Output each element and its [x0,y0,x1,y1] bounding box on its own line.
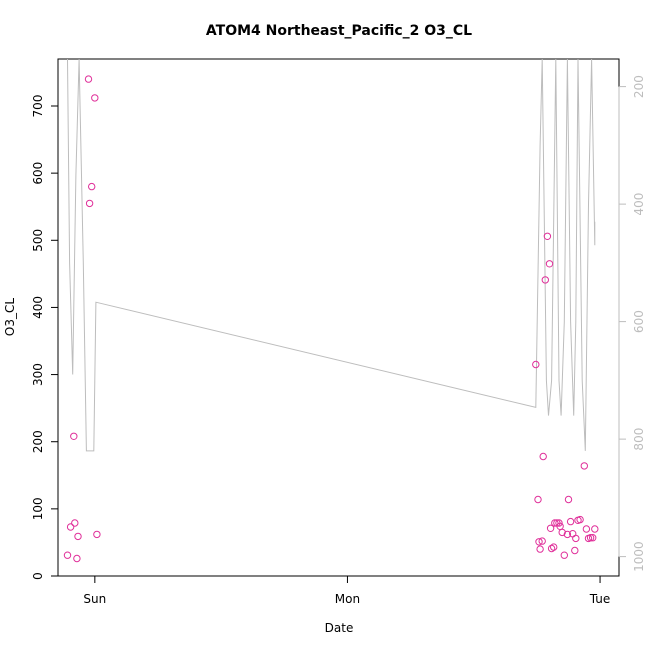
y-tick-label-600: 600 [31,162,45,185]
data-point-36 [576,515,584,524]
y-axis-title: O3_CL [3,298,17,336]
right-tick-label-400: 400 [632,193,646,216]
data-point-41 [589,534,597,542]
data-point-38 [582,525,591,533]
data-point-15 [538,537,546,545]
data-point-14 [536,545,544,553]
right-tick-label-200: 200 [632,75,646,98]
y-tick-label-300: 300 [31,363,45,386]
right-tick-label-600: 600 [632,310,646,333]
data-point-4 [73,554,81,563]
chart-title: ATOM4 Northeast_Pacific_2 O3_CL [206,23,472,39]
data-point-12 [534,495,542,504]
y-tick-label-500: 500 [31,229,45,252]
data-point-17 [541,276,549,284]
grey-line-path [67,59,596,452]
data-point-28 [560,551,568,559]
data-point-25 [555,519,563,527]
data-point-37 [580,462,588,470]
data-point-19 [545,260,554,268]
data-point-3 [71,519,79,527]
data-point-7 [85,199,94,208]
data-point-11 [532,360,540,369]
data-point-42 [591,525,599,533]
data-point-31 [566,517,575,526]
data-point-30 [564,495,573,504]
data-point-27 [558,528,566,537]
data-point-0 [63,551,72,559]
data-point-10 [93,530,101,539]
y-tick-label-400: 400 [31,296,45,319]
x-axis: Sun Mon Tue [83,575,611,606]
y-tick-label-700: 700 [31,95,45,118]
right-tick-label-1000: 1000 [632,541,646,572]
x-tick-label-tue: Tue [589,592,611,606]
data-point-8 [88,182,96,191]
data-point-20 [546,524,555,532]
data-point-16 [539,452,547,461]
y-tick-label-200: 200 [31,430,45,453]
x-tick-label-mon: Mon [335,592,360,606]
data-point-13 [535,538,543,546]
series-line [67,59,596,452]
data-point-6 [84,75,93,83]
data-point-5 [74,532,82,541]
data-point-2 [70,432,78,440]
y-axis-right: 200 400 600 800 1000 [618,75,646,572]
data-point-29 [563,530,572,539]
data-point-9 [91,94,99,102]
data-point-21 [547,544,556,553]
data-point-34 [572,534,580,543]
data-point-18 [543,232,552,241]
data-point-23 [551,519,559,527]
y-tick-label-100: 100 [31,497,45,520]
data-point-1 [66,523,75,531]
y-axis: 0 100 200 300 400 500 600 700 [31,95,59,580]
y-tick-label-0: 0 [31,572,45,580]
x-axis-title: Date [325,621,354,635]
x-tick-label-sun: Sun [83,592,106,606]
data-point-33 [571,546,579,555]
right-tick-label-800: 800 [632,428,646,451]
data-point-22 [550,543,558,551]
series-points [63,75,599,563]
data-point-40 [586,534,595,542]
